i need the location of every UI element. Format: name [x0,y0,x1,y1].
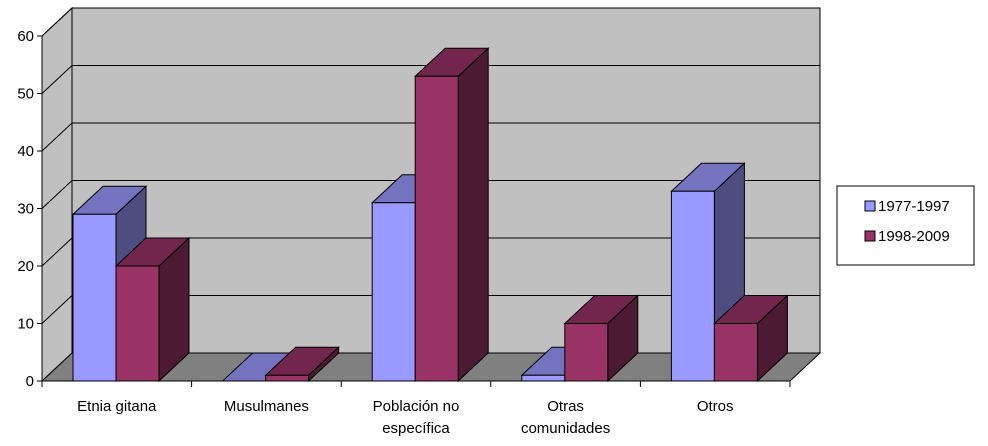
bar-front [713,323,758,382]
bar-front [72,213,117,382]
legend-label: 1977-1997 [878,198,950,215]
y-tick-label: 60 [17,28,34,45]
x-tick-label: Otras comunidades [521,398,610,437]
y-tick-label: 40 [17,143,34,160]
bar [413,47,490,383]
legend-swatch [864,230,876,242]
x-tick-label: Otros [697,398,734,415]
gridline [41,295,820,324]
legend-entry: 1977-1997 [864,198,950,215]
gridline [41,237,820,267]
x-tick-label: Población no específica [373,398,460,437]
bar-front [265,374,310,382]
x-tick-label: Musulmanes [224,398,309,415]
axes: 0 10 20 30 40 50 60 Etnia gitana Musulmanes Pobla… [17,28,791,437]
y-tick-label: 20 [17,258,34,275]
legend-swatch [864,200,876,212]
gridlines [41,7,820,324]
x-tick-label: Etnia gitana [77,398,157,415]
y-tick-label: 50 [17,86,34,103]
legend-box [836,185,975,266]
y-tick-label: 0 [26,373,34,390]
y-tick-label: 30 [17,201,34,218]
bar [264,346,340,383]
legend: 1977-1997 1998-2009 [836,185,975,266]
bar-front [115,265,160,382]
bar-front [521,374,566,382]
legend-label: 1998-2009 [878,228,950,245]
bar [713,294,789,383]
bar-front [670,190,715,382]
bar-front [564,323,609,382]
gridline [41,65,820,94]
gridline [41,180,820,209]
bar [563,294,640,383]
gridline [41,7,820,37]
bar-side [457,47,489,383]
bar [114,236,191,383]
bar-front [414,75,459,382]
legend-entry: 1998-2009 [864,228,950,245]
gridline [41,122,820,152]
bar-front [371,202,416,382]
y-tick-label: 10 [17,316,34,333]
